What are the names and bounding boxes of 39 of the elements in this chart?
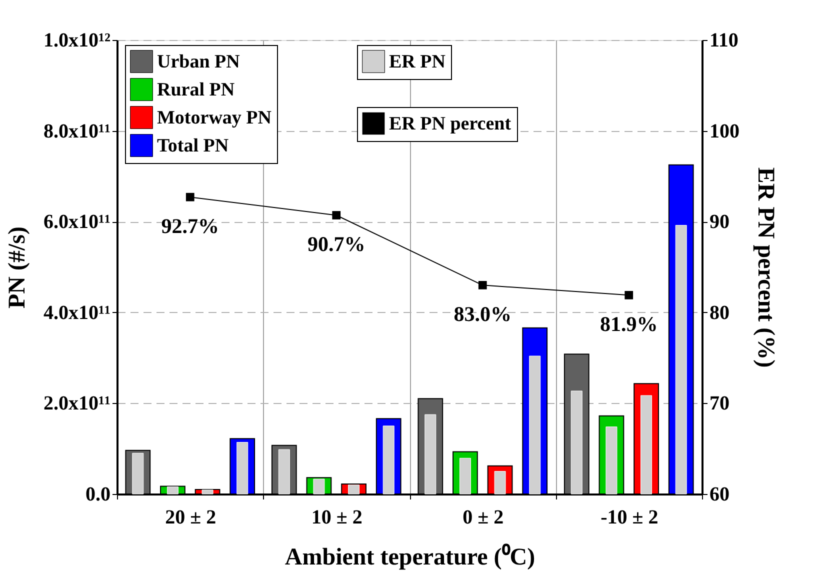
legend-label: Rural PN	[157, 80, 235, 100]
y-tick-label: 8.0x10¹¹	[44, 120, 110, 142]
y-tick-label: 6.0x10¹¹	[44, 211, 110, 234]
legend-label: Motorway PN	[157, 108, 272, 128]
y-tick-label: 1.0x10¹²	[44, 30, 110, 52]
y2-axis-title: ER PN percent (%)	[752, 167, 778, 368]
y-tick-label: 0.0	[86, 484, 110, 506]
legend-label: Urban PN	[157, 52, 240, 72]
y2-tick-label: 110	[710, 30, 738, 52]
y2-tick-label: 100	[710, 120, 740, 142]
legend-label: Total PN	[157, 136, 229, 156]
data-label: 92.7%	[161, 214, 219, 238]
y-axis-title: PN (#/s)	[4, 226, 31, 308]
x-tick-label: 0 ± 2	[462, 506, 504, 528]
bar	[529, 356, 541, 494]
point	[478, 280, 487, 290]
bar	[424, 414, 436, 494]
bar	[570, 390, 582, 494]
x-tick-label: -10 ± 2	[600, 506, 658, 528]
x-tick-label: 10 ± 2	[311, 506, 362, 528]
y2-tick-label: 70	[710, 392, 730, 415]
legend-label: ER PN percent	[389, 114, 512, 134]
data-label: 83.0%	[454, 302, 512, 326]
data-label: 90.7%	[308, 232, 366, 256]
bar	[606, 426, 618, 494]
x-tick-label: 20 ± 2	[165, 506, 216, 528]
point	[332, 211, 341, 220]
y-tick-label: 4.0x10¹¹	[44, 302, 110, 324]
point	[186, 192, 194, 202]
data-label: 81.9%	[600, 312, 658, 336]
bar	[675, 224, 687, 494]
point	[624, 290, 634, 300]
y-tick-label: 2.0x10¹¹	[44, 392, 110, 415]
legend-label: ER PN	[389, 52, 446, 72]
y2-tick-label: 90	[710, 211, 730, 234]
y2-tick-label: 80	[710, 302, 730, 324]
bar	[640, 395, 652, 494]
x-axis-title: Ambient teperature (⁰C)	[284, 544, 536, 570]
y2-tick-label: 60	[710, 484, 730, 506]
